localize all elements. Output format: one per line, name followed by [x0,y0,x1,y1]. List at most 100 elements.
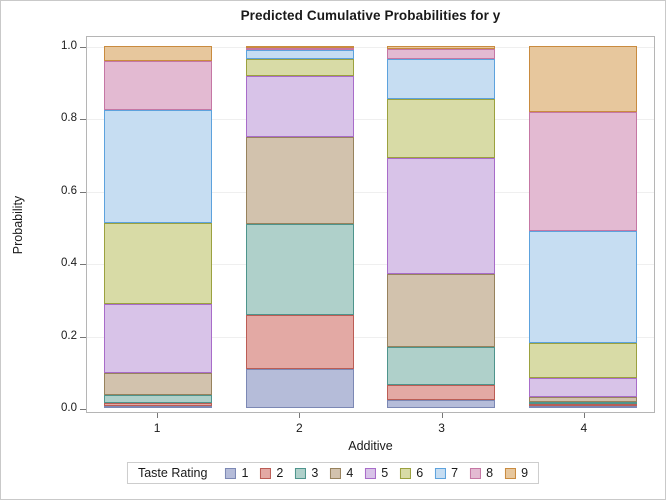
legend-entry-rating-6: 6 [400,466,423,480]
segment-additive-3-rating-8 [387,48,496,60]
x-tick-label-1: 1 [153,421,161,435]
segment-additive-2-rating-9 [245,46,354,49]
y-tick-label-1.0: 1.0 [61,40,77,52]
segment-additive-2-rating-4 [245,136,354,225]
segment-additive-3-rating-5 [387,158,496,275]
segment-additive-1-rating-3 [103,394,212,404]
segment-additive-2-rating-3 [245,224,354,316]
bar-slot-additive-4 [512,46,654,408]
chart-title: Predicted Cumulative Probabilities for y [240,8,501,23]
segment-additive-3-rating-4 [387,274,496,348]
legend-entries: 1 2 3 4 5 6 7 8 9 [225,466,528,480]
segment-additive-2-rating-7 [245,50,354,60]
legend-swatch-rating-2 [260,467,272,479]
x-tick-mark-3 [441,413,443,418]
segment-additive-1-rating-2 [103,403,212,406]
segment-additive-4-rating-2 [529,404,638,406]
x-tick-label-3: 3 [438,421,445,435]
segment-additive-4-rating-7 [529,231,638,343]
legend-entry-rating-9: 9 [505,466,528,480]
legend-label-rating-3: 3 [311,466,319,480]
y-tick-label-0.0: 0.0 [61,402,77,414]
gridline-0.8 [87,119,654,121]
x-tick-label-4: 4 [580,421,588,435]
plot-area [86,36,655,413]
bars-container [87,46,654,408]
segment-additive-3-rating-6 [387,99,496,159]
legend-entry-rating-5: 5 [365,466,388,480]
stacked-bar-additive-1 [103,46,212,408]
gridline-1.0 [87,47,654,48]
legend-label-rating-6: 6 [416,466,424,480]
legend-swatch-rating-7 [435,467,447,479]
x-axis: 1 2 3 4 [86,413,655,437]
legend-label-rating-2: 2 [276,466,284,480]
y-tick-label-0.2: 0.2 [61,329,77,342]
x-tick-label-2: 2 [296,421,303,435]
segment-additive-3-rating-3 [387,347,496,386]
segment-additive-1-rating-4 [103,372,212,395]
segment-additive-4-rating-6 [529,342,638,378]
legend-swatch-rating-6 [400,467,412,479]
segment-additive-1-rating-8 [103,61,212,110]
segment-additive-4-rating-4 [529,397,638,402]
x-tick-2: 2 [228,413,370,437]
y-tick-mark-0.8 [80,119,86,121]
y-tick-mark-0.2 [80,336,86,338]
legend-label-rating-1: 1 [241,466,249,480]
bar-slot-additive-1 [87,46,229,408]
segment-additive-1-rating-5 [103,303,212,373]
legend-label-rating-4: 4 [346,466,354,480]
y-tick-label-0.8: 0.8 [61,112,77,125]
legend-entry-rating-8: 8 [470,466,493,480]
segment-additive-2-rating-2 [245,315,354,370]
legend-entry-rating-3: 3 [295,466,318,480]
segment-additive-4-rating-9 [529,46,638,112]
y-tick-mark-0.6 [80,191,86,193]
segment-additive-3-rating-9 [387,46,496,49]
segment-additive-3-rating-7 [387,59,496,100]
legend-swatch-rating-5 [365,467,377,479]
segment-additive-2-rating-8 [245,48,354,51]
segment-additive-3-rating-2 [387,385,496,400]
legend-label-rating-5: 5 [381,466,389,480]
legend-entry-rating-2: 2 [260,466,283,480]
segment-additive-4-rating-1 [529,406,638,408]
y-tick-mark-0.4 [80,264,86,266]
y-tick-label-0.4: 0.4 [61,257,77,270]
x-tick-3: 3 [371,413,513,437]
bar-slot-additive-2 [229,46,371,408]
stacked-bar-additive-3 [387,46,496,408]
stacked-bar-additive-2 [245,46,354,408]
x-tick-mark-4 [583,413,585,418]
segment-additive-2-rating-5 [245,76,354,137]
x-axis-title: Additive [348,439,393,453]
legend-swatch-rating-4 [330,467,342,479]
x-tick-mark-2 [299,413,301,418]
segment-additive-1-rating-6 [103,222,212,304]
legend-title: Taste Rating [137,466,208,480]
legend-entry-rating-7: 7 [435,466,458,480]
segment-additive-3-rating-1 [387,399,496,408]
x-tick-mark-1 [157,413,159,418]
stacked-bar-additive-4 [529,46,638,408]
segment-additive-2-rating-1 [245,369,354,408]
gridline-0.6 [87,191,654,193]
legend-label-rating-9: 9 [521,466,529,480]
gridline-0.2 [87,336,654,338]
y-tick-mark-0.0 [80,409,86,410]
legend-swatch-rating-9 [505,467,517,479]
x-tick-1: 1 [86,413,228,437]
segment-additive-4-rating-5 [529,377,638,398]
segment-additive-4-rating-8 [529,111,638,232]
legend-label-rating-7: 7 [451,466,459,480]
legend-entry-rating-1: 1 [225,466,248,480]
legend-swatch-rating-1 [225,467,237,479]
segment-additive-1-rating-9 [103,46,212,62]
y-axis-title: Probability [11,195,25,255]
gridline-0.4 [87,264,654,266]
bar-slot-additive-3 [371,46,513,408]
legend-swatch-rating-3 [295,467,307,479]
segment-additive-1-rating-1 [103,406,212,408]
